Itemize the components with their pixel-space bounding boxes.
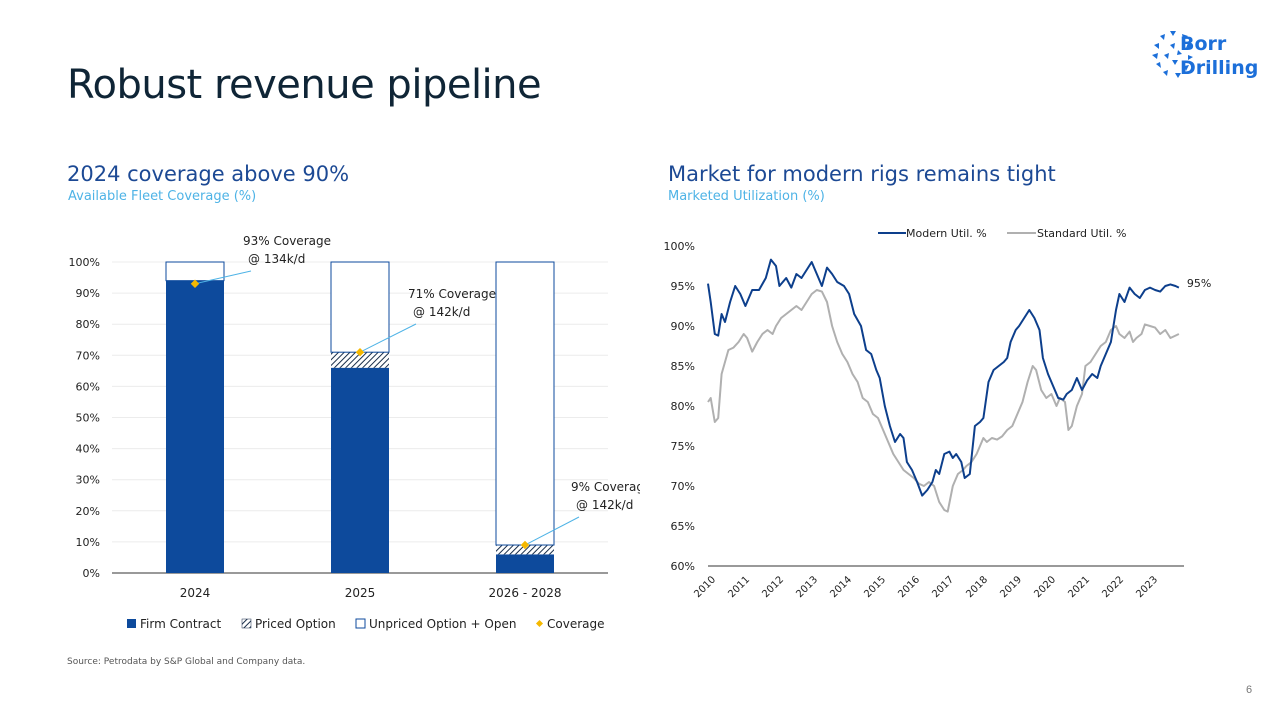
coverage-leader-line	[194, 270, 252, 285]
coverage-label: 9% Coverage	[571, 480, 640, 494]
coverage-marker	[355, 347, 365, 357]
logo-line2: Drilling	[1180, 57, 1259, 79]
bar-segment	[165, 261, 225, 282]
legend-swatch-firm	[127, 619, 136, 628]
legend-swatch-priced	[241, 618, 252, 629]
logo-text: Borr Drilling	[1180, 32, 1258, 80]
left-heading: 2024 coverage above 90%	[67, 162, 350, 186]
coverage-rate-label: @ 142k/d	[413, 305, 470, 319]
coverage-marker	[190, 279, 200, 289]
bar-segment	[331, 352, 389, 368]
legend-swatch-open	[355, 618, 366, 629]
legend-swatch-coverage	[535, 619, 544, 628]
x-tick-label: 2010	[692, 574, 718, 600]
y-tick-label: 95%	[671, 280, 695, 293]
y-tick-label: 75%	[671, 440, 695, 453]
coverage-rate-label: @ 142k/d	[576, 498, 633, 512]
coverage-bar-chart: 0% 10% 20% 30% 40% 50% 60% 70% 80% 90% 100% 2024 20…	[69, 234, 640, 631]
y-tick-label: 90%	[76, 287, 100, 300]
x-tick-label: 2026 - 2028	[488, 586, 561, 600]
bar-segment	[496, 545, 554, 555]
x-tick-label: 2025	[345, 586, 376, 600]
x-tick-label: 2011	[726, 574, 752, 600]
x-tick-label: 2021	[1066, 574, 1092, 600]
y-tick-label: 60%	[76, 380, 100, 393]
y-tick-label: 60%	[671, 560, 695, 573]
bar-segment	[331, 367, 389, 573]
y-tick-label: 100%	[664, 240, 695, 253]
y-tick-label: 80%	[76, 318, 100, 331]
borr-drilling-logo-icon	[1152, 31, 1193, 78]
legend-label: Modern Util. %	[906, 227, 987, 240]
utilization-line-chart: 60% 65% 70% 75% 80% 85% 90% 95% 100% 2010 2011 2012…	[664, 227, 1212, 600]
page-number: 6	[1246, 684, 1253, 696]
bar-segment	[166, 280, 224, 573]
y-tick-label: 80%	[671, 400, 695, 413]
x-tick-label: 2015	[862, 574, 888, 600]
y-tick-label: 20%	[76, 505, 100, 518]
page-title: Robust revenue pipeline	[67, 62, 542, 108]
coverage-marker	[520, 540, 530, 550]
y-tick-label: 70%	[76, 349, 100, 362]
logo-line1: Borr	[1180, 33, 1227, 55]
end-value-label: 95%	[1187, 277, 1211, 290]
x-tick-label: 2018	[964, 574, 990, 600]
y-tick-label: 65%	[671, 520, 695, 533]
coverage-leader-line	[524, 516, 580, 546]
x-tick-label: 2019	[998, 574, 1024, 600]
y-tick-label: 30%	[76, 474, 100, 487]
x-tick-label: 2023	[1134, 574, 1160, 600]
x-tick-label: 2016	[896, 574, 922, 600]
x-tick-label: 2012	[760, 574, 786, 600]
y-tick-label: 100%	[69, 256, 100, 269]
x-tick-label: 2013	[794, 574, 820, 600]
x-tick-label: 2017	[930, 574, 956, 600]
x-tick-label: 2022	[1100, 574, 1126, 600]
x-tick-label: 2020	[1032, 574, 1058, 600]
y-tick-label: 50%	[76, 412, 100, 425]
legend-label: Firm Contract	[140, 617, 222, 631]
standard-util-line	[707, 289, 1180, 513]
legend-label: Coverage	[547, 617, 605, 631]
y-tick-label: 90%	[671, 320, 695, 333]
x-tick-label: 2014	[828, 574, 854, 600]
y-tick-label: 85%	[671, 360, 695, 373]
right-caption: Marketed Utilization (%)	[668, 189, 825, 204]
legend-label: Unpriced Option + Open	[369, 617, 516, 631]
coverage-leader-line	[359, 323, 417, 353]
legend-label: Standard Util. %	[1037, 227, 1126, 240]
right-heading: Market for modern rigs remains tight	[668, 162, 1056, 186]
y-tick-label: 70%	[671, 480, 695, 493]
source-note: Source: Petrodata by S&P Global and Comp…	[67, 657, 306, 667]
x-tick-label: 2024	[180, 586, 211, 600]
coverage-rate-label: @ 134k/d	[248, 252, 305, 266]
bar-segment	[495, 261, 555, 546]
y-tick-label: 40%	[76, 443, 100, 456]
coverage-label: 71% Coverage	[408, 287, 496, 301]
legend-label: Priced Option	[255, 617, 336, 631]
modern-util-line	[707, 258, 1180, 497]
bar-segment	[496, 554, 554, 573]
bar-segment	[330, 261, 390, 353]
y-tick-label: 10%	[76, 536, 100, 549]
coverage-label: 93% Coverage	[243, 234, 331, 248]
y-tick-label: 0%	[83, 567, 100, 580]
left-caption: Available Fleet Coverage (%)	[68, 189, 257, 204]
